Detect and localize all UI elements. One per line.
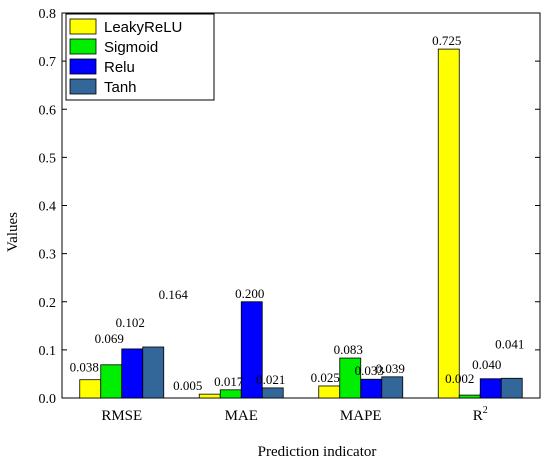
bar	[100, 364, 123, 399]
bars	[79, 48, 523, 399]
legend-swatch	[69, 58, 97, 75]
data-label: 0.040	[472, 357, 501, 372]
bar	[318, 385, 341, 399]
x-tick-label: R2	[473, 405, 488, 424]
y-tick-label: 0.4	[39, 200, 57, 215]
bar	[142, 346, 165, 399]
data-label: 0.033	[355, 363, 384, 378]
bar	[479, 378, 502, 399]
y-tick-label: 0.1	[39, 344, 57, 359]
bar	[500, 377, 523, 399]
y-tick-label: 0.2	[39, 296, 57, 311]
bar	[240, 301, 263, 399]
data-label: 0.021	[256, 372, 285, 387]
data-label: 0.200	[235, 286, 264, 301]
y-tick-label: 0.5	[39, 151, 57, 166]
x-axis-title: Prediction indicator	[258, 444, 377, 460]
data-label: 0.002	[445, 371, 474, 386]
legend-label: Tanh	[104, 79, 137, 96]
bar	[458, 394, 481, 399]
y-axis-title: Values	[5, 212, 21, 252]
data-label: 0.039	[376, 361, 405, 376]
data-label: 0.017	[214, 374, 244, 389]
legend-label: Sigmoid	[104, 39, 158, 56]
bar	[437, 48, 460, 399]
bar	[339, 357, 362, 399]
axes: 0.0 0.1 0.2 0.3 0.4 0.5 0.6 0.7 0.8 RMSE MAE MAPE R2	[39, 7, 541, 424]
bar	[360, 378, 383, 399]
bar	[261, 387, 284, 399]
legend-swatch	[69, 78, 97, 95]
bar	[121, 348, 144, 399]
x-tick-label: MAE	[225, 408, 258, 424]
data-label: 0.725	[432, 33, 461, 48]
y-tick-label: 0.6	[39, 103, 57, 118]
y-tick-label: 0.8	[39, 7, 57, 22]
legend-label: LeakyReLU	[104, 19, 182, 36]
data-label: 0.025	[311, 370, 340, 385]
x-tick-label: RMSE	[101, 408, 142, 424]
x-tick-label: MAPE	[340, 408, 382, 424]
bar	[198, 393, 221, 399]
legend-swatch	[69, 38, 97, 55]
data-label: 0.164	[159, 287, 189, 302]
legend: LeakyReLU Sigmoid Relu Tanh	[65, 13, 215, 101]
bar	[219, 389, 242, 399]
data-label: 0.005	[173, 378, 202, 393]
data-label: 0.083	[334, 342, 363, 357]
data-label: 0.041	[495, 336, 524, 351]
bar	[381, 376, 404, 399]
data-label: 0.038	[70, 360, 99, 375]
y-tick-label: 0.7	[39, 55, 57, 70]
legend-swatch	[69, 18, 97, 35]
data-label: 0.069	[95, 331, 124, 346]
y-tick-label: 0.0	[39, 392, 57, 407]
y-tick-label: 0.3	[39, 248, 57, 263]
data-label: 0.102	[116, 315, 145, 330]
bar	[79, 379, 102, 399]
legend-label: Relu	[104, 59, 135, 76]
